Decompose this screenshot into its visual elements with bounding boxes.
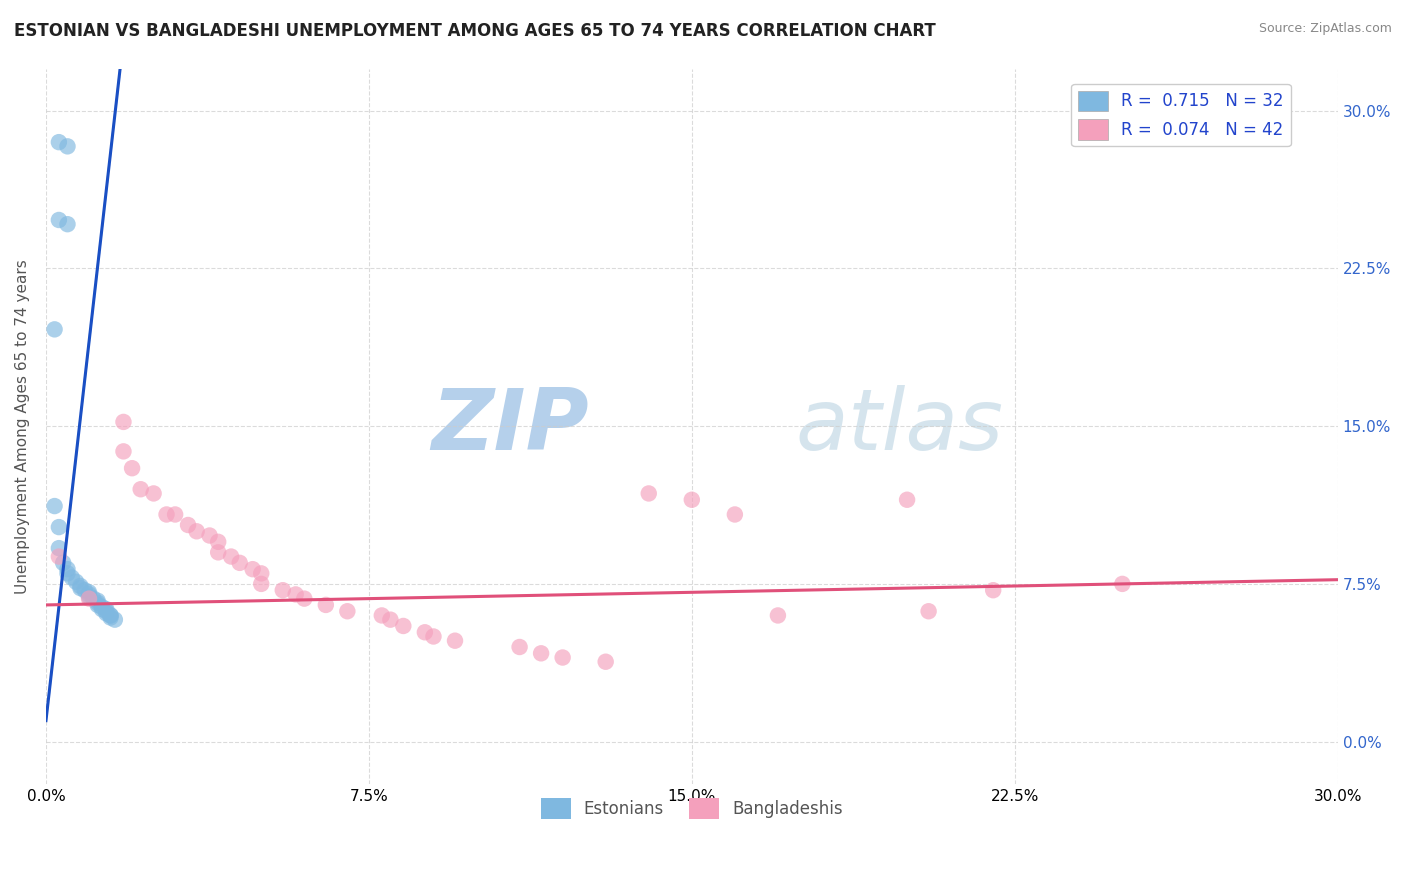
Y-axis label: Unemployment Among Ages 65 to 74 years: Unemployment Among Ages 65 to 74 years [15,259,30,593]
Point [981,583,1004,598]
Point [44,322,66,336]
Point [292,591,315,606]
Point [637,486,659,500]
Point [551,650,574,665]
Point [250,566,273,581]
Point [129,482,152,496]
Point [186,524,208,539]
Point [65,574,87,589]
Point [82,591,104,606]
Point [917,604,939,618]
Point [100,610,122,624]
Point [242,562,264,576]
Point [284,587,307,601]
Point [91,600,114,615]
Point [86,596,108,610]
Point [86,593,108,607]
Point [371,608,394,623]
Point [52,556,75,570]
Point [207,545,229,559]
Point [96,607,118,621]
Point [595,655,617,669]
Point [392,619,415,633]
Point [48,135,70,149]
Point [336,604,359,618]
Point [77,587,100,601]
Point [422,630,444,644]
Point [44,499,66,513]
Point [56,566,79,581]
Point [77,590,100,604]
Point [766,608,789,623]
Point [271,583,294,598]
Point [56,217,79,231]
Legend: Estonians, Bangladeshis: Estonians, Bangladeshis [534,792,849,825]
Point [56,562,79,576]
Point [48,549,70,564]
Point [121,461,143,475]
Point [100,608,122,623]
Point [155,508,177,522]
Point [69,581,91,595]
Point [104,613,127,627]
Point [724,508,747,522]
Text: Source: ZipAtlas.com: Source: ZipAtlas.com [1258,22,1392,36]
Text: atlas: atlas [796,384,1002,467]
Point [444,633,467,648]
Point [56,139,79,153]
Point [207,534,229,549]
Point [177,518,200,533]
Point [896,492,918,507]
Point [228,556,250,570]
Point [48,541,70,556]
Text: ZIP: ZIP [430,384,589,467]
Point [219,549,242,564]
Point [315,598,337,612]
Point [69,579,91,593]
Point [77,585,100,599]
Point [91,602,114,616]
Point [142,486,165,500]
Point [60,571,83,585]
Point [1111,577,1133,591]
Point [77,591,100,606]
Point [96,604,118,618]
Point [100,608,122,623]
Point [380,613,402,627]
Point [96,602,118,616]
Point [73,583,96,598]
Point [509,640,531,654]
Point [413,625,436,640]
Point [112,444,135,458]
Point [198,528,221,542]
Point [112,415,135,429]
Point [48,213,70,227]
Point [681,492,703,507]
Text: ESTONIAN VS BANGLADESHI UNEMPLOYMENT AMONG AGES 65 TO 74 YEARS CORRELATION CHART: ESTONIAN VS BANGLADESHI UNEMPLOYMENT AMO… [14,22,936,40]
Point [165,508,187,522]
Point [86,598,108,612]
Point [48,520,70,534]
Point [530,646,553,660]
Point [250,577,273,591]
